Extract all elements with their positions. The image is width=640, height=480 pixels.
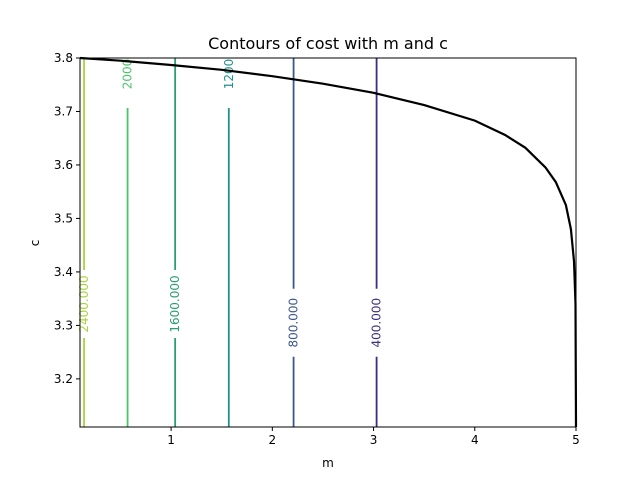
x-axis-label: m	[322, 456, 334, 470]
contour-label-400: 400.000	[370, 298, 384, 348]
contour-label-800: 800.000	[287, 298, 301, 348]
y-tick-label: 3.8	[54, 51, 73, 65]
contour-label-1200: 1200	[222, 59, 236, 90]
contour-label-2000: 2000	[121, 59, 135, 90]
boundary-contour-curve	[79, 56, 578, 428]
x-tick-label: 3	[370, 433, 378, 447]
y-axis: 3.2 3.3 3.4 3.5 3.6 3.7 3.8	[54, 51, 80, 386]
contour-label-1600: 1600.000	[168, 275, 182, 332]
contour-label-2400: 2400.000	[77, 275, 91, 332]
x-tick-label: 4	[471, 433, 479, 447]
y-tick-label: 3.7	[54, 104, 73, 118]
chart-title: Contours of cost with m and c	[208, 34, 448, 53]
y-tick-label: 3.3	[54, 318, 73, 332]
y-tick-label: 3.6	[54, 158, 73, 172]
y-tick-label: 3.2	[54, 372, 73, 386]
axes-frame	[79, 57, 577, 428]
y-axis-label: c	[28, 240, 42, 247]
x-tick-label: 5	[572, 433, 580, 447]
plot-area: 400.000 800.000 1200 1600.000 2000 2400.000	[77, 56, 578, 428]
x-axis: 1 2 3 4 5	[167, 427, 580, 447]
x-tick-label: 2	[269, 433, 277, 447]
y-tick-label: 3.5	[54, 211, 73, 225]
y-tick-label: 3.4	[54, 265, 73, 279]
x-tick-label: 1	[167, 433, 175, 447]
